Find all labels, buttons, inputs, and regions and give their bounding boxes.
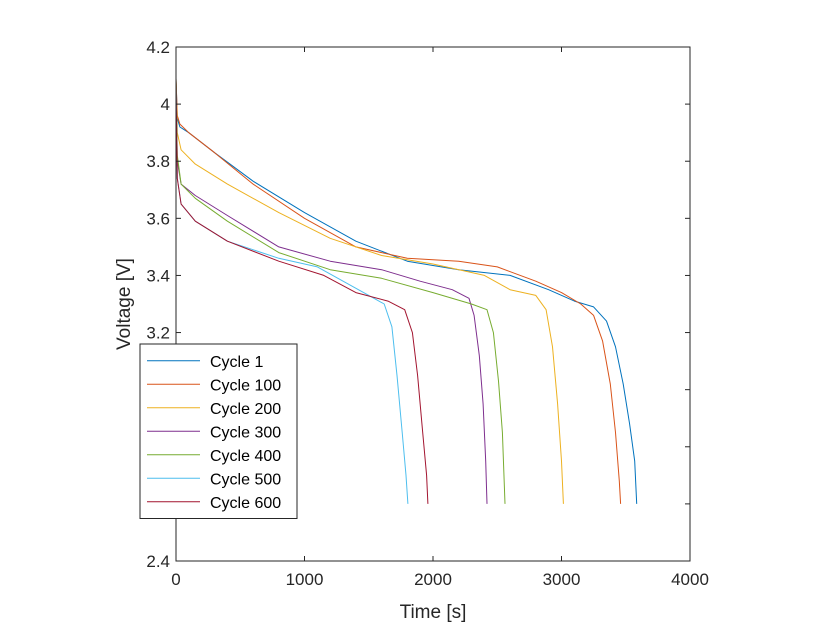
- series-line-cycle-200: [175, 78, 564, 504]
- series-line-cycle-100: [175, 78, 622, 504]
- legend-entry: Cycle 100: [210, 377, 281, 394]
- tick-layer: 0 1000 2000 3000 4000 2.4 3.2 3.4 3.6 3.8 4 4.2: [146, 38, 709, 589]
- y-axis-label: Voltage [V]: [114, 258, 135, 350]
- y-tick-label: 3.4: [146, 266, 170, 285]
- x-tick-label: 4000: [671, 570, 709, 589]
- legend-entry: Cycle 400: [210, 448, 281, 465]
- plot-frame: [175, 46, 691, 562]
- y-tick-label: 3.8: [146, 152, 170, 171]
- x-tick-label: 3000: [543, 570, 581, 589]
- y-tick-label: 4: [161, 95, 170, 114]
- legend-entry: Cycle 500: [210, 471, 281, 488]
- x-tick-label: 0: [171, 570, 180, 589]
- x-tick-label: 1000: [286, 570, 324, 589]
- y-tick-label: 2.4: [146, 552, 170, 571]
- legend-entry: Cycle 600: [210, 495, 281, 512]
- series-line-cycle-600: [175, 81, 429, 504]
- legend-entry: Cycle 1: [210, 354, 263, 371]
- y-tick-label: 3.2: [146, 324, 170, 343]
- legend-entry: Cycle 200: [210, 401, 281, 418]
- series-line-cycle-400: [175, 81, 506, 504]
- x-tick-label: 2000: [414, 570, 452, 589]
- legend-entry: Cycle 300: [210, 424, 281, 441]
- x-axis-label: Time [s]: [400, 602, 467, 623]
- y-tick-label: 4.2: [146, 38, 170, 57]
- legend: Cycle 1 Cycle 100 Cycle 200 Cycle 300 Cycle …: [139, 343, 298, 519]
- y-tick-label: 3.6: [146, 209, 170, 228]
- series-line-cycle-300: [175, 81, 488, 504]
- series-layer: [175, 78, 638, 504]
